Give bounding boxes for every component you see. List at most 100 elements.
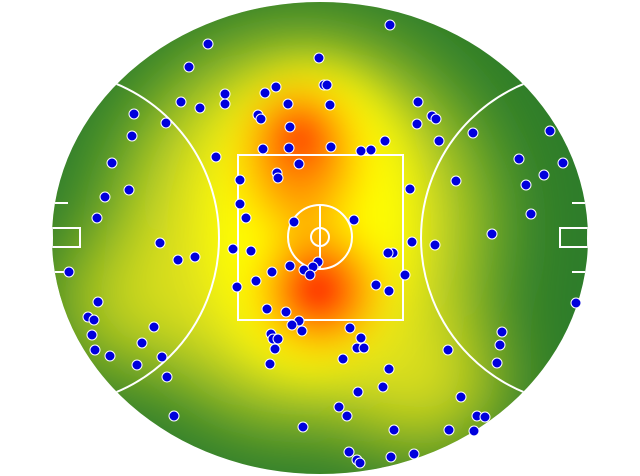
point <box>91 212 103 224</box>
point <box>255 113 267 125</box>
point <box>136 337 148 349</box>
point <box>219 98 231 110</box>
point <box>156 351 168 363</box>
point <box>189 251 201 263</box>
point <box>168 410 180 422</box>
point <box>270 81 282 93</box>
point <box>358 342 370 354</box>
point <box>383 363 395 375</box>
point <box>126 130 138 142</box>
point <box>491 357 503 369</box>
point <box>288 216 300 228</box>
point <box>467 127 479 139</box>
point <box>250 275 262 287</box>
point <box>570 297 582 309</box>
point <box>161 371 173 383</box>
point <box>348 214 360 226</box>
point <box>283 142 295 154</box>
point <box>450 175 462 187</box>
point <box>412 96 424 108</box>
point <box>406 236 418 248</box>
point <box>486 228 498 240</box>
point <box>266 266 278 278</box>
point <box>321 79 333 91</box>
point <box>352 386 364 398</box>
point <box>365 144 377 156</box>
point <box>494 339 506 351</box>
point <box>148 321 160 333</box>
point <box>282 98 294 110</box>
point <box>404 183 416 195</box>
point <box>99 191 111 203</box>
point <box>354 457 366 469</box>
point <box>455 391 467 403</box>
point <box>264 358 276 370</box>
point <box>286 319 298 331</box>
point <box>433 135 445 147</box>
point <box>337 353 349 365</box>
point <box>496 326 508 338</box>
point <box>259 87 271 99</box>
point <box>272 333 284 345</box>
point <box>88 314 100 326</box>
point <box>202 38 214 50</box>
point <box>370 279 382 291</box>
point <box>296 325 308 337</box>
point <box>86 329 98 341</box>
point <box>194 102 206 114</box>
point <box>557 157 569 169</box>
point <box>388 424 400 436</box>
point <box>324 99 336 111</box>
point <box>525 208 537 220</box>
point <box>104 350 116 362</box>
point <box>385 451 397 463</box>
point <box>411 118 423 130</box>
point <box>210 151 222 163</box>
point <box>175 96 187 108</box>
point <box>280 306 292 318</box>
point <box>172 254 184 266</box>
points <box>63 19 582 469</box>
point <box>106 157 118 169</box>
point <box>538 169 550 181</box>
point <box>430 113 442 125</box>
point <box>304 269 316 281</box>
point <box>343 446 355 458</box>
point <box>240 212 252 224</box>
point <box>399 269 411 281</box>
point <box>89 344 101 356</box>
point <box>468 425 480 437</box>
point <box>520 179 532 191</box>
point <box>479 411 491 423</box>
point <box>92 296 104 308</box>
point <box>123 184 135 196</box>
point <box>160 117 172 129</box>
point <box>341 410 353 422</box>
point <box>63 266 75 278</box>
point <box>154 237 166 249</box>
point <box>183 61 195 73</box>
point <box>234 174 246 186</box>
point <box>355 145 367 157</box>
point <box>245 245 257 257</box>
point <box>269 343 281 355</box>
point <box>257 143 269 155</box>
point <box>383 285 395 297</box>
point <box>325 141 337 153</box>
point <box>544 125 556 137</box>
point <box>355 332 367 344</box>
point <box>128 108 140 120</box>
point <box>377 381 389 393</box>
point <box>408 448 420 460</box>
point <box>379 135 391 147</box>
point <box>261 303 273 315</box>
point <box>384 19 396 31</box>
point <box>333 401 345 413</box>
point <box>293 158 305 170</box>
point <box>382 247 394 259</box>
point <box>429 239 441 251</box>
point <box>227 243 239 255</box>
point <box>272 172 284 184</box>
